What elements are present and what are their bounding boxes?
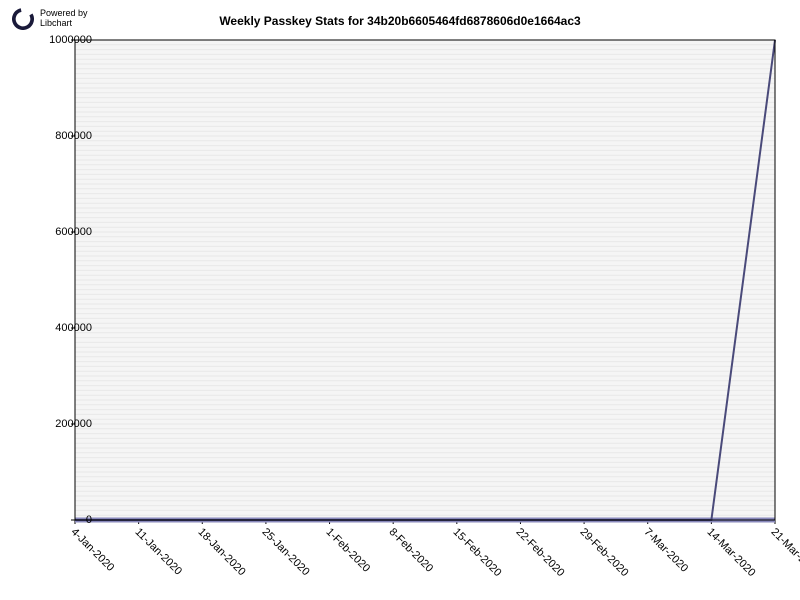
y-tick-label: 1000000: [32, 34, 92, 46]
x-tick-label: 8-Feb-2020: [387, 526, 436, 575]
chart-svg: [75, 40, 775, 520]
y-tick-label: 400000: [32, 322, 92, 334]
chart-title: Weekly Passkey Stats for 34b20b6605464fd…: [0, 14, 800, 28]
y-tick-label: 200000: [32, 418, 92, 430]
y-tick-label: 800000: [32, 130, 92, 142]
x-tick-label: 11-Jan-2020: [132, 526, 184, 578]
x-tick-label: 29-Feb-2020: [578, 526, 631, 579]
x-tick-label: 22-Feb-2020: [514, 526, 567, 579]
y-tick-label: 0: [32, 514, 92, 526]
x-tick-label: 7-Mar-2020: [641, 526, 690, 575]
x-tick-label: 15-Feb-2020: [450, 526, 503, 579]
x-tick-label: 18-Jan-2020: [196, 526, 248, 578]
y-tick-label: 600000: [32, 226, 92, 238]
x-tick-label: 4-Jan-2020: [69, 526, 117, 574]
x-tick-label: 1-Feb-2020: [323, 526, 372, 575]
x-tick-label: 25-Jan-2020: [259, 526, 311, 578]
x-tick-label: 21-Mar-2020: [769, 526, 800, 579]
chart-plot-area: [75, 40, 775, 520]
x-tick-label: 14-Mar-2020: [705, 526, 758, 579]
